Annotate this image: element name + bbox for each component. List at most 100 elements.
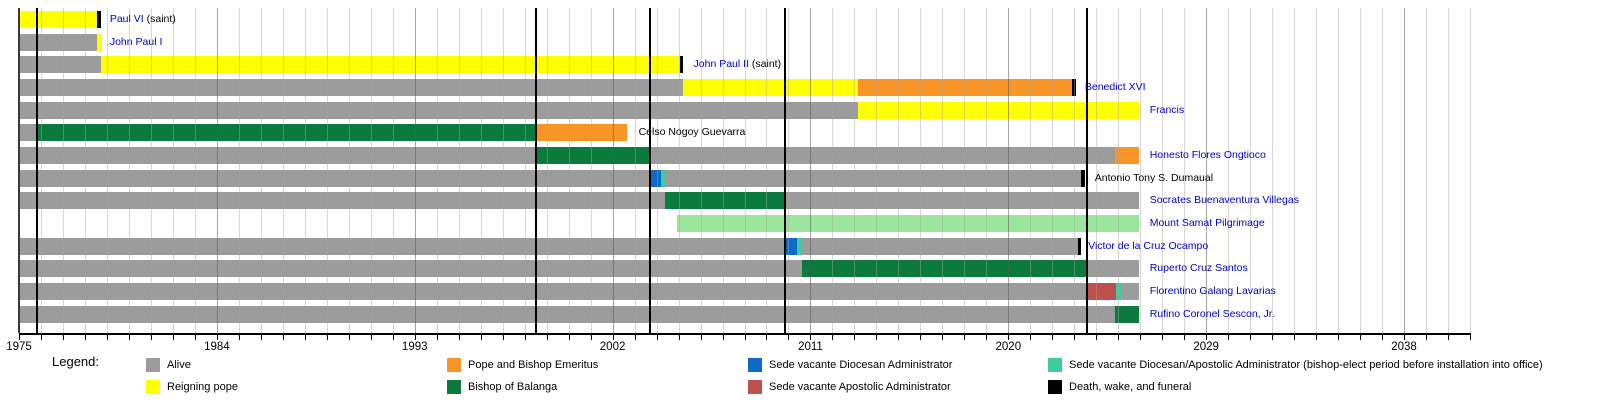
grid-line-2005 <box>678 8 680 333</box>
grid-line-2013 <box>854 8 856 333</box>
axis-tick-2034 <box>1316 335 1318 340</box>
axis-tick-2006 <box>700 335 702 340</box>
axis-tick-2014 <box>876 335 878 340</box>
axis-tick-2000 <box>568 335 570 340</box>
axis-tick-2036 <box>1360 335 1362 340</box>
grid-line-2030 <box>1228 8 1230 333</box>
axis-tick-2003 <box>634 335 636 340</box>
person-name[interactable]: Paul VI <box>109 13 144 25</box>
person-name[interactable]: Honesto Flores Ongtioco <box>1149 149 1266 162</box>
year-label-1975: 1975 <box>6 341 32 353</box>
person-name[interactable]: Victor de la Cruz Ocampo <box>1088 239 1209 252</box>
bar-segment-alive <box>19 169 650 187</box>
axis-tick-2001 <box>590 335 592 340</box>
legend-label-alive: Alive <box>167 359 191 371</box>
row-label-florentino-galang-lavarias[interactable]: Florentino Galang Lavarias <box>1150 283 1276 300</box>
grid-line-2028 <box>1184 8 1186 333</box>
row-label-john-paul-i[interactable]: John Paul I <box>110 34 163 51</box>
legend-label-reigning_pope: Reigning pope <box>167 381 238 393</box>
person-name[interactable]: Florentino Galang Lavarias <box>1149 285 1276 298</box>
grid-line-2006 <box>700 8 702 333</box>
row-label-mount-samat-pilgrimage[interactable]: Mount Samat Pilgrimage <box>1150 215 1265 232</box>
legend-label-sv_apostolic_admin: Sede vacante Apostolic Administrator <box>769 381 951 393</box>
person-name[interactable]: John Paul I <box>109 35 163 48</box>
row-label-benedict-xvi[interactable]: Benedict XVI <box>1085 79 1146 96</box>
legend-swatch-alive <box>146 358 160 372</box>
row-label-celso-nogoy-guevarra: Celso Nogoy Guevarra <box>639 124 746 141</box>
grid-line-2034 <box>1316 8 1318 333</box>
bar-segment-sv_apostolic_admin <box>1087 283 1117 301</box>
grid-line-1995 <box>458 8 460 333</box>
axis-tick-2027 <box>1162 335 1164 340</box>
person-name[interactable]: Mount Samat Pilgrimage <box>1149 217 1265 230</box>
person-name[interactable]: John Paul II <box>693 58 749 71</box>
axis-tick-2022 <box>1052 335 1054 340</box>
person-name[interactable]: Benedict XVI <box>1084 81 1146 94</box>
axis-tick-2015 <box>898 335 900 340</box>
grid-line-2008 <box>744 8 746 333</box>
axis-tick-1980 <box>128 335 130 340</box>
axis-tick-1975 <box>19 335 20 340</box>
legend-swatch-sv_bishop_elect <box>1048 358 1062 372</box>
grid-line-1993 <box>414 8 416 333</box>
grid-line-2037 <box>1382 8 1384 333</box>
grid-line-2039 <box>1426 8 1428 333</box>
grid-line-1990 <box>348 8 350 333</box>
bar-segment-bishop_of_balanga <box>664 192 785 210</box>
row-label-rufino-coronel-sescon-jr[interactable]: Rufino Coronel Sescon, Jr. <box>1150 306 1275 323</box>
legend-swatch-pope_bishop_emeritus <box>447 358 461 372</box>
axis-tick-2005 <box>678 335 680 340</box>
axis-tick-1998 <box>524 335 526 340</box>
axis-tick-2039 <box>1426 335 1428 340</box>
grid-line-2027 <box>1162 8 1164 333</box>
grid-line-2024 <box>1096 8 1098 333</box>
bar-segment-bishop_of_balanga <box>1114 305 1140 323</box>
legend-label-bishop_of_balanga: Bishop of Balanga <box>468 381 558 393</box>
axis-tick-2038 <box>1404 335 1406 340</box>
grid-line-2001 <box>590 8 592 333</box>
row-label-john-paul-ii[interactable]: John Paul II (saint) <box>694 56 782 73</box>
bar-segment-alive <box>19 237 786 255</box>
axis-tick-2009 <box>766 335 768 340</box>
event-line-1 <box>534 8 537 333</box>
bar-segment-death <box>1080 169 1085 187</box>
grid-line-1998 <box>524 8 526 333</box>
axis-tick-2023 <box>1074 335 1076 340</box>
grid-line-1989 <box>326 8 328 333</box>
row-label-paul-vi[interactable]: Paul VI (saint) <box>110 11 176 28</box>
bar-segment-death <box>1072 79 1076 97</box>
bar-segment-alive <box>664 169 1081 187</box>
bar-segment-alive <box>19 33 98 51</box>
person-name[interactable]: Francis <box>1149 103 1185 116</box>
grid-line-2041 <box>1470 8 1471 333</box>
bar-segment-alive <box>19 101 858 119</box>
grid-line-2009 <box>766 8 768 333</box>
grid-line-1984 <box>216 8 218 333</box>
axis-tick-1978 <box>84 335 86 340</box>
person-name[interactable]: Ruperto Cruz Santos <box>1149 262 1248 275</box>
axis-tick-2030 <box>1228 335 1230 340</box>
row-label-socrates-buenaventura-villegas[interactable]: Socrates Buenaventura Villegas <box>1150 192 1299 209</box>
bar-segment-sv_bishop_elect <box>660 169 665 187</box>
grid-line-2032 <box>1272 8 1274 333</box>
row-label-honesto-flores-ongtioco[interactable]: Honesto Flores Ongtioco <box>1150 147 1266 164</box>
grid-line-2021 <box>1030 8 1032 333</box>
legend-title: Legend: <box>52 354 99 369</box>
grid-line-2000 <box>568 8 570 333</box>
bar-segment-pope_bishop_emeritus <box>857 79 1073 97</box>
grid-line-1983 <box>194 8 196 333</box>
row-label-francis[interactable]: Francis <box>1150 102 1184 119</box>
bar-segment-reigning_pope <box>857 101 1140 119</box>
bar-segment-death <box>679 56 684 74</box>
bar-segment-alive <box>19 124 38 142</box>
person-name[interactable]: Rufino Coronel Sescon, Jr. <box>1149 307 1275 320</box>
row-label-ruperto-cruz-santos[interactable]: Ruperto Cruz Santos <box>1150 260 1248 277</box>
grid-line-2020 <box>1008 8 1010 333</box>
row-label-antonio-tony-s-dumaual: Antonio Tony S. Dumaual <box>1095 170 1213 187</box>
legend-label-pope_bishop_emeritus: Pope and Bishop Emeritus <box>468 359 599 371</box>
row-label-victor-de-la-cruz-ocampo[interactable]: Victor de la Cruz Ocampo <box>1088 238 1208 255</box>
axis-tick-1999 <box>546 335 548 340</box>
axis-tick-1979 <box>106 335 108 340</box>
person-name[interactable]: Socrates Buenaventura Villegas <box>1149 194 1299 207</box>
